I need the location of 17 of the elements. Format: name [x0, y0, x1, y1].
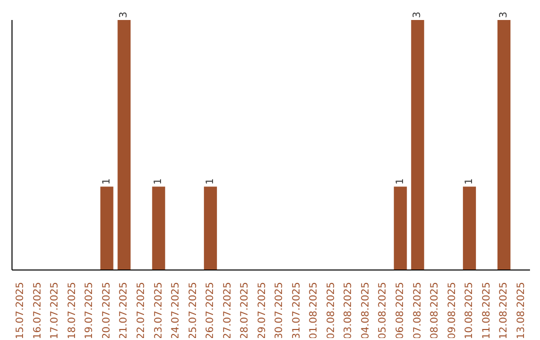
- data-label: 3: [412, 12, 424, 18]
- x-tick-label: 10.08.2025: [464, 282, 476, 340]
- data-label: 1: [394, 178, 406, 185]
- data-label: 3: [498, 12, 510, 18]
- x-tick-label: 15.07.2025: [15, 282, 26, 340]
- data-label: 3: [118, 12, 130, 18]
- data-label: 1: [153, 178, 164, 185]
- data-label: 1: [464, 178, 475, 185]
- data-label: 1: [101, 178, 112, 185]
- x-tick-label: 16.07.2025: [32, 282, 44, 340]
- x-tick-label: 13.08.2025: [516, 282, 527, 340]
- x-tick-label: 11.08.2025: [481, 282, 492, 340]
- x-tick-label: 19.07.2025: [84, 282, 96, 340]
- x-tick-label: 12.08.2025: [498, 282, 510, 340]
- x-tick-label: 18.07.2025: [66, 282, 78, 340]
- x-tick-label: 17.07.2025: [50, 282, 61, 340]
- data-label: 1: [204, 178, 216, 185]
